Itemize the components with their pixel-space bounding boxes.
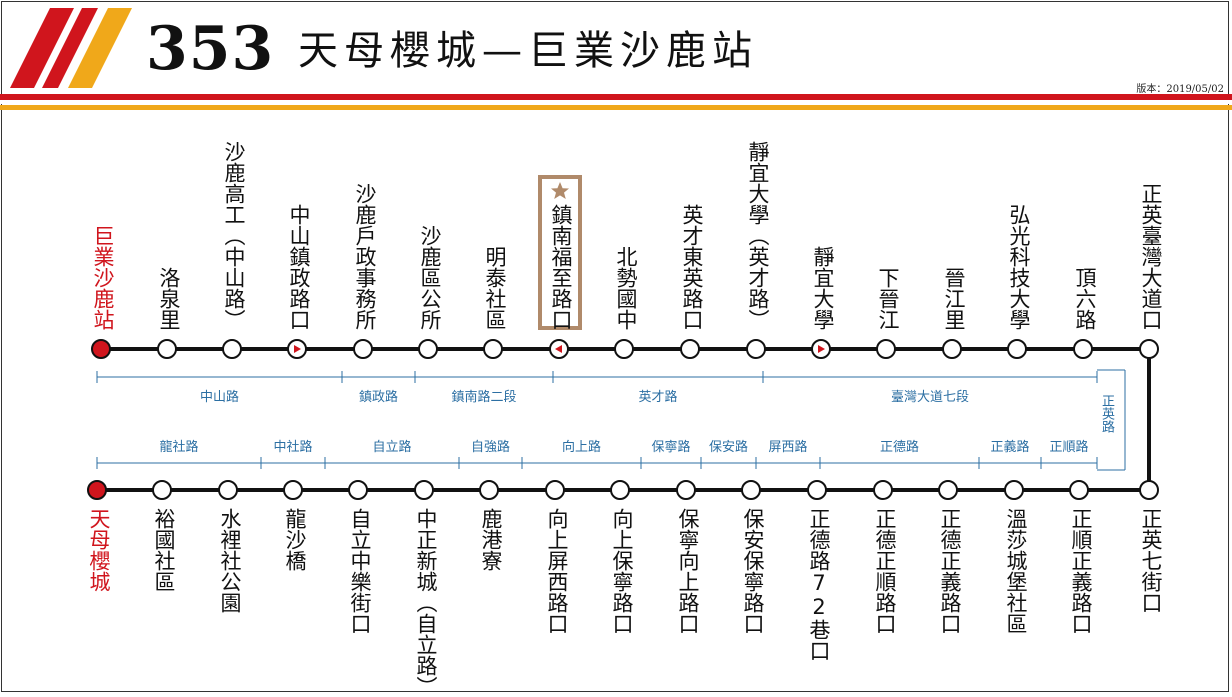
lower-stop-label: 正順正義路口 (1069, 508, 1093, 634)
lower-stop-label: 保安保寧路口 (741, 508, 765, 634)
direction-arrow-icon (555, 345, 562, 353)
lower-stop-marker (873, 480, 893, 500)
upper-stop-marker (876, 339, 896, 359)
lower-stop-marker (938, 480, 958, 500)
lower-road-label: 正義路 (990, 440, 1030, 455)
lower-stop-label: 裕國社區 (152, 508, 176, 592)
upper-stop-marker (1139, 339, 1159, 359)
lower-stop-marker (807, 480, 827, 500)
lower-road-label: 向上路 (561, 440, 602, 455)
upper-stop-marker (157, 339, 177, 359)
upper-stop-marker (418, 339, 438, 359)
lower-stop-marker (1069, 480, 1089, 500)
lower-road-label: 保安路 (708, 440, 749, 455)
upper-stop-marker (483, 339, 503, 359)
upper-stop-marker (680, 339, 700, 359)
lower-road-label: 正順路 (1049, 440, 1089, 455)
upper-road-label: 中山路 (199, 390, 240, 405)
upper-road-label: 鎮南路二段 (451, 390, 517, 405)
lower-stop-label: 溫莎城堡社區 (1004, 508, 1028, 634)
route-number: 353 (146, 14, 275, 84)
upper-stop-label: 下晉江 (876, 267, 900, 330)
upper-stop-label: 中山鎮政路口 (287, 204, 311, 330)
origin-terminal-label: 巨業沙鹿站 (91, 225, 115, 330)
lower-stop-label: 正德正義路口 (938, 508, 962, 634)
upper-stop-label: 弘光科技大學 (1007, 204, 1031, 330)
upper-stop-marker (746, 339, 766, 359)
upper-stop-label: 鎮南福至路口 (549, 204, 573, 330)
lower-stop-marker (479, 480, 499, 500)
direction-arrow-icon (294, 345, 301, 353)
upper-stop-label: 沙鹿戶政事務所 (353, 183, 377, 330)
upper-stop-label: 洛泉里 (157, 267, 181, 330)
lower-terminal-stop-marker (87, 480, 107, 500)
lower-road-label: 自立路 (372, 440, 412, 455)
upper-stop-label: 明泰社區 (483, 246, 507, 330)
header-orange-band (0, 105, 1232, 110)
lower-stop-label: 保寧向上路口 (676, 508, 700, 634)
lower-stop-marker (1139, 480, 1159, 500)
upper-stop-label: 晉江里 (942, 267, 966, 330)
upper-stop-marker (1007, 339, 1027, 359)
star-icon (551, 182, 569, 199)
upper-road-label: 英才路 (638, 390, 678, 405)
current-stop-highlight (538, 175, 582, 330)
upper-road-label: 鎮政路 (358, 390, 399, 405)
lower-stop-marker (283, 480, 303, 500)
lower-stop-label: 鹿港寮 (479, 508, 503, 571)
destination-terminal-label: 天母櫻城 (87, 508, 111, 592)
upper-stop-marker (614, 339, 634, 359)
version-label: 版本：2019/05/02 (1136, 84, 1224, 95)
upper-road-label: 臺灣大道七段 (890, 390, 970, 405)
lower-stop-label: 中正新城（自立路） (414, 508, 438, 697)
lower-stop-label: 向上屏西路口 (545, 508, 569, 634)
direction-arrow-icon (818, 345, 825, 353)
lower-stop-label: 正德路72巷口 (807, 508, 831, 661)
lower-stop-marker (1004, 480, 1024, 500)
lower-stop-label: 水裡社公園 (218, 508, 242, 613)
upper-stop-marker (222, 339, 242, 359)
lower-stop-marker (610, 480, 630, 500)
upper-stop-label: 靜宜大學 (811, 246, 835, 330)
lower-stop-label: 向上保寧路口 (610, 508, 634, 634)
lower-stop-marker (741, 480, 761, 500)
lower-stop-marker (348, 480, 368, 500)
upper-stop-marker (942, 339, 962, 359)
upper-stop-label: 頂六路 (1073, 267, 1097, 330)
lower-road-label: 龍社路 (159, 440, 199, 455)
lower-stop-label: 正英七街口 (1139, 508, 1163, 613)
lower-road-label: 正德路 (879, 440, 920, 455)
lower-road-label: 保寧路 (651, 440, 691, 455)
upper-terminal-stop-marker (91, 339, 111, 359)
brand-stripes-logo (10, 8, 132, 88)
upper-stop-label: 英才東英路口 (680, 204, 704, 330)
connector-road-label: 正英路 (1099, 394, 1114, 433)
lower-stop-marker (414, 480, 434, 500)
lower-stop-label: 正德正順路口 (873, 508, 897, 634)
header-gap (0, 100, 1232, 104)
lower-stop-marker (676, 480, 696, 500)
route-title: 天母櫻城—巨業沙鹿站 (298, 28, 758, 74)
lower-stop-marker (545, 480, 565, 500)
upper-stop-marker (353, 339, 373, 359)
upper-stop-label: 沙鹿高工（中山路） (222, 141, 246, 330)
lower-stop-label: 自立中樂街口 (348, 508, 372, 634)
header-red-band (0, 94, 1232, 100)
upper-stop-label: 正英臺灣大道口 (1139, 183, 1163, 330)
lower-road-label: 屏西路 (768, 440, 808, 455)
upper-stop-label: 沙鹿區公所 (418, 225, 442, 330)
lower-road-label: 中社路 (273, 440, 313, 455)
upper-stop-label: 靜宜大學（英才路） (746, 141, 770, 330)
upper-stop-label: 北勢國中 (614, 246, 638, 330)
lower-stop-label: 龍沙橋 (283, 508, 307, 571)
lower-road-label: 自強路 (470, 440, 511, 455)
upper-stop-marker (1073, 339, 1093, 359)
lower-stop-marker (152, 480, 172, 500)
lower-stop-marker (218, 480, 238, 500)
